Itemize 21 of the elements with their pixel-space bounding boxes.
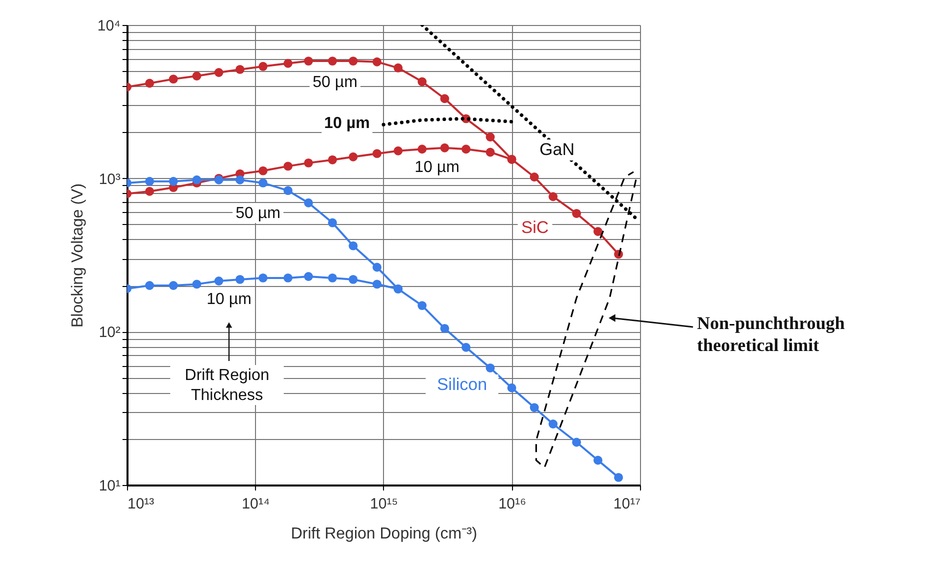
text: Non-punchthrough theoretical limit xyxy=(697,313,845,355)
x-tick-label: 10¹⁷ xyxy=(613,496,640,512)
y-tick-label: 10¹ xyxy=(98,478,120,494)
annotation: 10 µm xyxy=(206,291,252,308)
annotation: 10 µm xyxy=(414,159,460,176)
y-tick-label: 10³ xyxy=(98,170,120,188)
series-label: GaN xyxy=(540,140,574,159)
annotation: Drift Region Thickness xyxy=(184,367,270,404)
x-tick-label: 10¹⁶ xyxy=(498,496,526,512)
x-tick-label: 10¹³ xyxy=(128,496,154,512)
x-tick-label: 10¹⁴ xyxy=(242,496,270,512)
x-tick-label: 10¹⁵ xyxy=(370,496,398,512)
y-tick-label: 10² xyxy=(98,324,120,342)
series-label: SiC xyxy=(521,218,549,237)
y-tick-label: 10⁴ xyxy=(97,18,120,34)
annotation: 50 µm xyxy=(312,74,358,91)
annotation: 10 µm xyxy=(324,115,370,132)
x-axis-title: Drift Region Doping (cm⁻³) xyxy=(290,526,478,542)
series-label: Silicon xyxy=(436,375,488,394)
y-axis-title: Blocking Voltage (V) xyxy=(69,183,86,328)
annotation: 50 µm xyxy=(236,205,280,222)
